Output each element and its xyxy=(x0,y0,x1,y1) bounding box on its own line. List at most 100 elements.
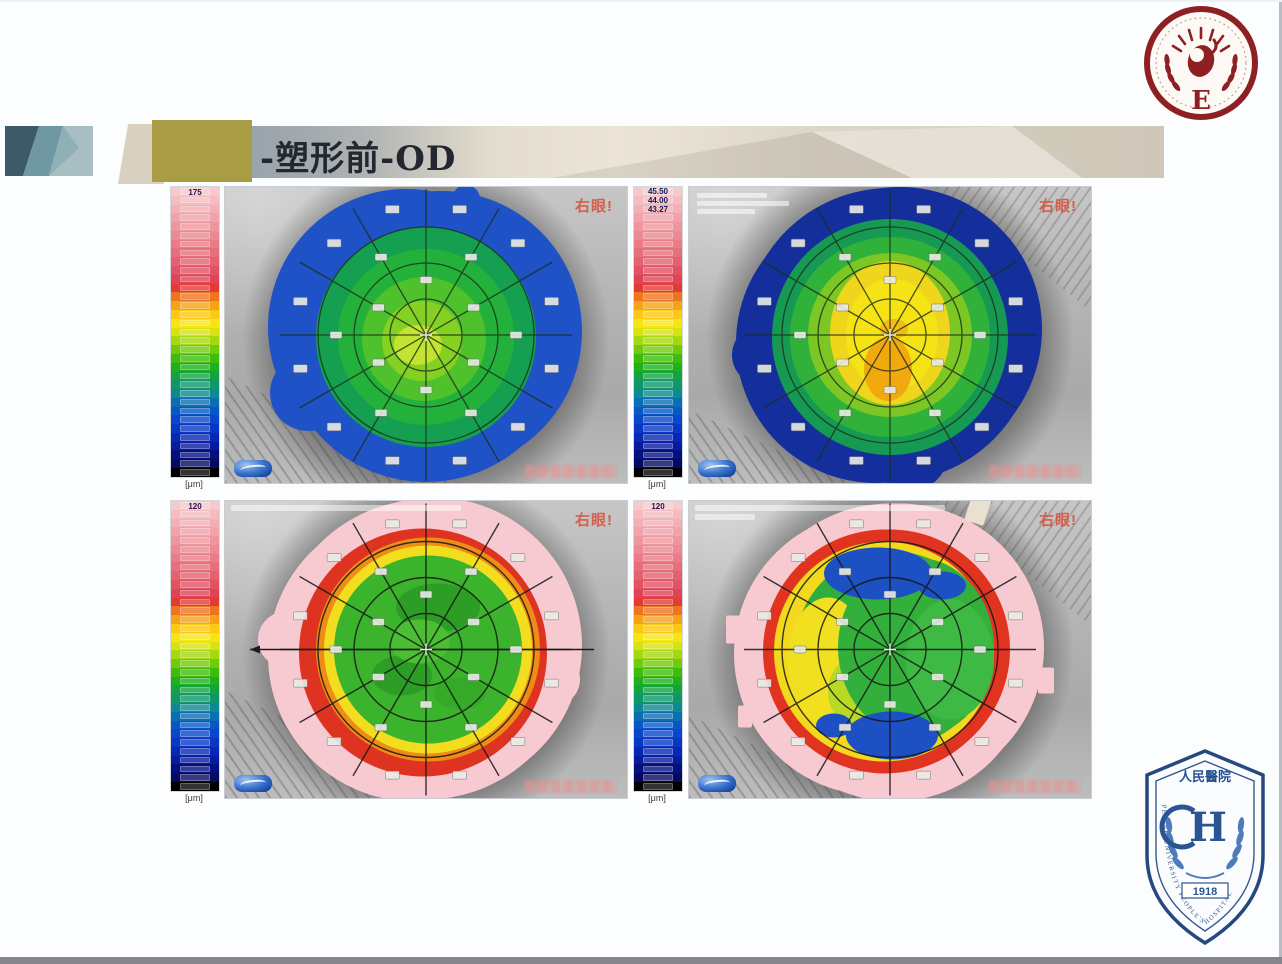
scale-color-cell xyxy=(171,641,219,651)
scale-color-cell xyxy=(634,536,682,545)
scale-color-cell xyxy=(634,659,682,668)
title-band-olive-block xyxy=(152,120,252,182)
slide-right-edge xyxy=(1279,2,1282,964)
scale-color-cell xyxy=(171,309,219,319)
scale-color-cell xyxy=(634,213,682,223)
scale-color-cell xyxy=(634,518,682,528)
scale-color-cell xyxy=(171,527,219,537)
scale-color-cell xyxy=(634,632,682,642)
eye-institute-logo: E xyxy=(1140,6,1262,122)
scale-color-cell xyxy=(634,415,682,425)
scale-color-cell xyxy=(171,318,219,328)
scale-color-cell xyxy=(171,397,219,407)
scale-color-cell xyxy=(171,301,219,310)
scale-color-cell xyxy=(634,406,682,416)
decorative-facet-block xyxy=(5,126,93,176)
scale-color-cell xyxy=(634,588,682,598)
scale-color-cell xyxy=(171,597,219,607)
scale-color-cell xyxy=(171,764,219,774)
scale-color-cell xyxy=(634,230,682,240)
scale-color-cell xyxy=(634,424,682,433)
color-scale-bottom-left: 120 xyxy=(170,500,220,792)
slide-bottom-edge xyxy=(0,957,1282,964)
scale-color-cell xyxy=(171,694,219,703)
scale-head-values: 45.50 44.00 43.27 xyxy=(647,187,669,214)
scale-color-cell xyxy=(634,720,682,730)
scale-color-cell xyxy=(171,746,219,756)
clinic-watermark xyxy=(989,780,1081,793)
scale-color-cell xyxy=(171,213,219,223)
scale-color-cell xyxy=(171,415,219,425)
scale-color-cell xyxy=(634,738,682,747)
scale-color-cell xyxy=(634,283,682,293)
scale-top-value: 175 xyxy=(188,188,202,197)
monogram-c xyxy=(1159,804,1196,850)
scale-color-cell xyxy=(634,432,682,442)
scale-unit-label: [μm] xyxy=(185,793,203,803)
scale-color-cell xyxy=(634,353,682,363)
scale-color-cell xyxy=(634,345,682,354)
scale-color-cell xyxy=(171,782,219,791)
scale-color-cell xyxy=(634,371,682,381)
axial-map-disc xyxy=(268,187,582,482)
scale-color-cell xyxy=(171,187,219,196)
scale-color-cell xyxy=(634,676,682,686)
topographer-brand-icon xyxy=(698,460,736,477)
scale-color-cell xyxy=(634,746,682,756)
scale-color-cell xyxy=(634,301,682,310)
scale-unit-label: [μm] xyxy=(648,479,666,489)
scale-color-cell xyxy=(634,309,682,319)
topographer-brand-icon xyxy=(234,775,272,792)
scale-color-cell xyxy=(634,274,682,284)
scale-color-cell xyxy=(634,380,682,389)
scale-color-cell xyxy=(171,248,219,258)
color-scale-top-right: 45.50 44.00 43.27 xyxy=(633,186,683,478)
page-title: -塑形前-OD xyxy=(260,139,457,179)
scale-color-cell xyxy=(634,248,682,258)
scale-color-cell xyxy=(171,518,219,528)
scale-color-cell xyxy=(171,615,219,624)
scale-top-value: 120 xyxy=(188,502,202,511)
scale-color-cell xyxy=(171,450,219,460)
scale-color-cell xyxy=(634,641,682,651)
scale-color-cell xyxy=(634,450,682,460)
stylized-eye-icon xyxy=(1187,38,1218,77)
scale-color-cell xyxy=(171,544,219,554)
scale-unit-label: [μm] xyxy=(648,793,666,803)
scale-color-cell xyxy=(171,353,219,363)
scale-color-cell xyxy=(634,580,682,589)
scale-color-cell xyxy=(634,204,682,214)
topography-map-top-left: 右眼! xyxy=(224,186,628,484)
scale-color-cell xyxy=(171,459,219,468)
scale-color-cell xyxy=(634,650,682,660)
scale-color-cell xyxy=(634,711,682,721)
scale-color-cell xyxy=(171,755,219,765)
scale-color-cell xyxy=(171,676,219,686)
instrument-header-text xyxy=(231,505,461,514)
scale-color-cell xyxy=(171,371,219,381)
scale-color-cell xyxy=(634,527,682,537)
scale-color-cell xyxy=(634,187,682,196)
scale-color-cell xyxy=(171,509,219,519)
scale-unit-label: [μm] xyxy=(185,479,203,489)
scale-color-cell xyxy=(634,468,682,477)
scale-color-cell xyxy=(634,782,682,791)
scale-color-cell xyxy=(171,274,219,284)
topography-map-bottom-right: 右眼! xyxy=(688,500,1092,799)
color-scale-bottom-right: 120 xyxy=(633,500,683,792)
scale-color-cell xyxy=(634,597,682,607)
scale-color-cell xyxy=(171,336,219,346)
scale-color-cell xyxy=(634,388,682,398)
scale-color-cell xyxy=(634,459,682,468)
scale-color-cell xyxy=(171,362,219,372)
instrument-header-text xyxy=(697,193,789,217)
scale-color-cell xyxy=(634,773,682,782)
scale-color-cell xyxy=(171,571,219,581)
eye-side-label: 右眼! xyxy=(575,198,613,215)
scale-color-cell xyxy=(171,406,219,416)
laurel-icon xyxy=(1164,54,1238,91)
scale-color-cell xyxy=(171,266,219,275)
scale-color-cell xyxy=(171,632,219,642)
scale-color-cell xyxy=(171,588,219,598)
eye-side-label: 右眼! xyxy=(1039,512,1077,529)
